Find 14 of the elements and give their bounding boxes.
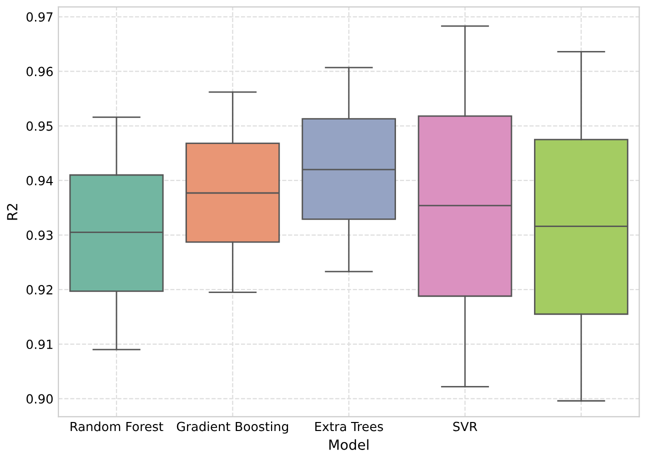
x-tick-label: Gradient Boosting [176, 422, 288, 434]
y-tick-label: 0.90 [26, 394, 53, 404]
y-tick-label: 0.93 [26, 230, 53, 240]
y-tick-label: 0.96 [26, 66, 53, 76]
x-tick-label: Random Forest [70, 422, 164, 432]
y-axis-title: R2 [6, 204, 18, 220]
y-tick-label: 0.97 [26, 12, 52, 22]
y-tick-label: 0.92 [26, 285, 52, 294]
x-tick-label: Extra Trees [315, 422, 383, 432]
y-tick-label: 0.91 [26, 340, 52, 350]
y-tick-label: 0.94 [26, 176, 53, 186]
x-tick-label: SVR [453, 422, 478, 432]
y-tick-label: 0.95 [26, 121, 52, 131]
x-axis-title: Model [329, 439, 368, 450]
